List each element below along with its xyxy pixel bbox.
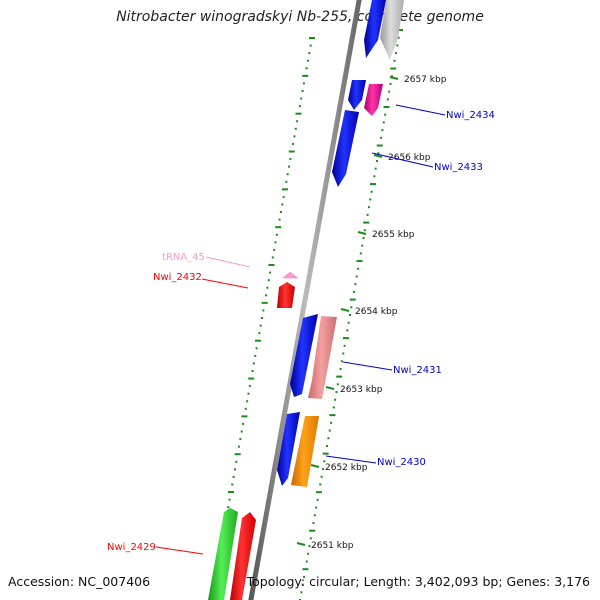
scale-tick-label: 2651 kbp — [311, 541, 354, 551]
gene-nwi-2434 — [364, 84, 383, 116]
label-nwi-2433: Nwi_2433 — [434, 162, 483, 173]
gene-nwi-2431-pink — [308, 316, 337, 399]
genome-backbone — [248, 0, 362, 600]
scale-tick-label: 2656 kbp — [388, 153, 431, 163]
gene-top-blue — [364, 0, 386, 58]
scale-tick-label: 2655 kbp — [372, 230, 415, 240]
gene-nwi-2433 — [332, 110, 359, 187]
gene-nwi-2431 — [290, 314, 318, 397]
gene-nwi-2430-orange — [291, 416, 319, 487]
scale-tick — [373, 154, 383, 158]
scale-tick-label: 2652 kbp — [325, 463, 368, 473]
trna-45-marker — [282, 271, 299, 279]
gene-nwi-2429 — [230, 512, 256, 600]
label-nwi-2430: Nwi_2430 — [377, 457, 426, 468]
label-trna-45: tRNA_45 — [162, 252, 205, 263]
gene-nwi-2434-blue — [348, 80, 366, 110]
gene-nwi-2429-green — [208, 508, 238, 600]
scale-tick — [340, 308, 350, 312]
scale-tick — [325, 386, 335, 390]
scale-tick — [296, 542, 306, 546]
scale-ticks: 2657 kbp 2656 kbp 2655 kbp 2654 kbp 2653 kbp… — [296, 75, 447, 551]
scale-tick — [357, 231, 367, 235]
gene-top-gray — [380, 0, 404, 60]
gene-nwi-2430 — [277, 412, 300, 486]
label-nwi-2434: Nwi_2434 — [446, 110, 495, 121]
scale-tick — [310, 464, 320, 468]
scale-tick — [389, 76, 399, 80]
scale-tick-label: 2654 kbp — [355, 307, 398, 317]
gene-nwi-2432 — [277, 282, 295, 308]
genome-summary: Topology: circular; Length: 3,402,093 bp… — [246, 574, 590, 589]
scale-tick-label: 2653 kbp — [340, 385, 383, 395]
label-nwi-2431: Nwi_2431 — [393, 365, 442, 376]
label-nwi-2432: Nwi_2432 — [153, 272, 202, 283]
scale-tick-label: 2657 kbp — [404, 75, 447, 85]
accession-label: Accession: NC_007406 — [8, 574, 151, 589]
label-nwi-2429: Nwi_2429 — [107, 542, 156, 553]
outer-dotted-track — [299, 29, 403, 600]
feature-callouts: Nwi_2434 Nwi_2433 tRNA_45 Nwi_2432 Nwi_2… — [107, 104, 495, 555]
